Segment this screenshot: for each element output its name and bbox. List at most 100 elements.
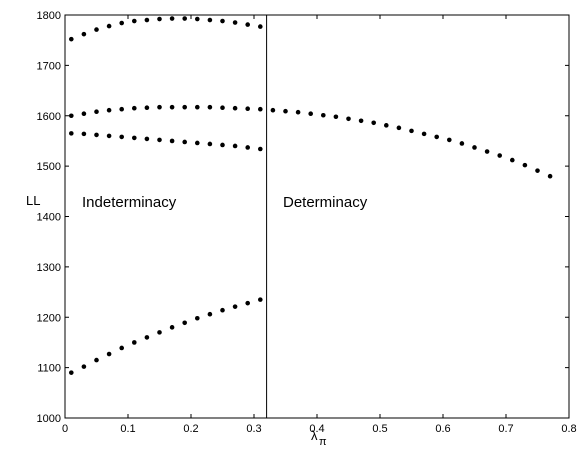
data-point-series-1: [195, 16, 200, 22]
data-point-series-3: [69, 131, 74, 136]
data-point-series-2: [396, 125, 402, 131]
data-point-series-3: [195, 140, 200, 146]
data-point-series-2: [270, 107, 276, 113]
data-point-series-2: [346, 116, 351, 122]
x-tick-label: 0: [62, 423, 68, 435]
data-point-series-4: [132, 340, 137, 345]
data-point-series-2: [94, 109, 99, 115]
x-tick-label: 0.4: [309, 423, 324, 435]
data-point-series-4: [207, 311, 213, 317]
data-point-series-2: [182, 104, 187, 110]
data-point-series-1: [69, 36, 74, 42]
data-point-series-4: [144, 335, 150, 340]
data-point-series-1: [207, 17, 213, 23]
data-point-series-3: [157, 137, 162, 143]
x-tick-label: 0.2: [183, 423, 198, 435]
data-point-series-4: [169, 325, 175, 330]
data-point-series-4: [245, 300, 250, 306]
data-point-series-1: [182, 16, 187, 21]
data-point-series-2: [321, 112, 326, 118]
data-point-series-4: [94, 357, 99, 363]
y-tick-label: 1400: [37, 212, 61, 224]
data-point-series-3: [169, 138, 175, 144]
data-point-series-1: [232, 20, 238, 25]
data-point-series-1: [169, 16, 175, 21]
data-point-series-2: [232, 105, 238, 111]
data-point-series-2: [295, 109, 301, 115]
data-point-series-2: [258, 106, 263, 112]
data-point-series-1: [119, 20, 124, 26]
x-tick-label: 0.6: [435, 423, 450, 435]
data-point-series-2: [157, 104, 162, 110]
data-point-series-4: [119, 345, 124, 351]
data-point-series-3: [182, 139, 187, 145]
data-point-series-3: [232, 143, 238, 149]
data-point-series-3: [144, 136, 150, 142]
data-point-series-2: [447, 137, 452, 143]
axis-ticks: 0 0.1 0.2 0.3 0.4 0.5 0.6 0.7 0.8 1000 1100 1200 130…: [37, 10, 577, 435]
data-point-series-3: [132, 135, 137, 141]
data-point-series-2: [283, 108, 288, 114]
data-point-series-2: [459, 141, 465, 146]
data-point-series-2: [421, 131, 427, 137]
data-point-series-2: [333, 114, 339, 120]
data-point-series-2: [119, 106, 124, 112]
data-point-series-4: [157, 330, 162, 335]
y-tick-label: 1700: [37, 60, 61, 72]
plot-frame: [64, 14, 570, 419]
data-point-series-4: [106, 351, 112, 357]
data-point-series-2: [220, 105, 225, 110]
data-point-series-2: [409, 128, 414, 134]
data-point-series-1: [132, 18, 137, 24]
data-point-series-2: [81, 111, 87, 117]
data-point-series-2: [510, 157, 515, 163]
data-points: [69, 16, 553, 375]
x-axis-label: λ: [311, 428, 318, 443]
data-point-series-3: [245, 145, 250, 150]
data-point-series-3: [119, 134, 124, 140]
data-point-series-3: [258, 146, 263, 152]
data-point-series-2: [195, 104, 200, 110]
y-tick-label: 1100: [37, 363, 61, 375]
data-point-series-2: [384, 123, 389, 128]
data-point-series-2: [522, 162, 528, 168]
data-point-series-2: [308, 111, 314, 117]
data-point-series-2: [547, 173, 553, 179]
x-tick-label: 0.8: [561, 423, 576, 435]
data-point-series-4: [195, 315, 200, 321]
data-point-series-2: [132, 105, 137, 111]
data-point-series-4: [220, 307, 225, 313]
data-point-series-3: [207, 141, 213, 147]
x-tick-label: 0.3: [246, 423, 261, 435]
y-tick-label: 1300: [37, 262, 61, 274]
data-point-series-2: [245, 106, 250, 111]
y-tick-label: 1200: [37, 312, 61, 324]
data-point-series-4: [69, 370, 74, 375]
data-point-series-1: [220, 18, 225, 24]
y-tick-label: 1600: [37, 111, 61, 123]
annotation-determinacy: Determinacy: [283, 194, 368, 211]
y-tick-label: 1000: [37, 413, 61, 425]
data-point-series-2: [434, 134, 440, 140]
data-point-series-4: [232, 304, 238, 309]
data-point-series-3: [220, 142, 225, 148]
x-axis-label-subscript: π: [319, 436, 327, 448]
data-point-series-3: [94, 132, 99, 138]
data-point-series-1: [245, 22, 250, 27]
data-point-series-2: [169, 104, 175, 110]
data-point-series-4: [81, 364, 87, 369]
data-point-series-2: [144, 105, 150, 110]
data-point-series-1: [258, 24, 263, 29]
data-point-series-2: [358, 118, 364, 124]
data-point-series-2: [106, 107, 112, 113]
data-point-series-1: [106, 23, 112, 29]
data-point-series-2: [69, 113, 74, 119]
data-point-series-2: [371, 120, 377, 126]
data-point-series-3: [81, 131, 87, 137]
data-point-series-4: [258, 297, 263, 302]
x-tick-label: 0.7: [498, 423, 513, 435]
data-point-series-1: [81, 31, 87, 37]
y-tick-label: 1800: [37, 10, 61, 22]
x-tick-label: 0.1: [120, 423, 135, 435]
